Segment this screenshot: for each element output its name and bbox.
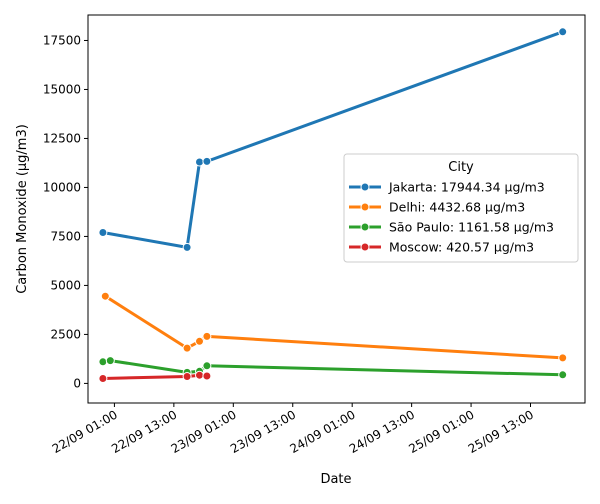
y-tick-label: 0 [73, 376, 81, 390]
y-tick-label: 12500 [43, 131, 81, 145]
legend-marker [360, 222, 370, 232]
data-point [182, 343, 192, 353]
legend-label: Jakarta: 17944.34 µg/m3 [388, 180, 545, 195]
data-point [182, 242, 192, 252]
legend-marker [360, 242, 370, 252]
data-point [195, 336, 204, 346]
legend-label: São Paulo: 1161.58 µg/m3 [389, 220, 554, 235]
plot-frame [87, 14, 586, 404]
data-point [195, 370, 204, 380]
legend-item: Jakarta: 17944.34 µg/m3 [349, 180, 545, 195]
data-point [98, 357, 108, 367]
legend-item: São Paulo: 1161.58 µg/m3 [349, 220, 554, 235]
data-point [202, 156, 212, 166]
data-point [202, 361, 212, 371]
legend-marker [360, 182, 370, 192]
y-tick-label: 5000 [50, 278, 81, 292]
y-tick-label: 10000 [43, 180, 81, 194]
data-point [558, 27, 568, 37]
data-point [195, 157, 204, 167]
legend-label: Moscow: 420.57 µg/m3 [389, 240, 534, 255]
y-tick-label: 2500 [50, 327, 81, 341]
legend-box [343, 153, 579, 263]
y-axis-label: Carbon Monoxide (µg/m3) [15, 124, 30, 294]
x-tick-label: 24/09 01:00 [287, 407, 357, 456]
legend-item: Moscow: 420.57 µg/m3 [349, 240, 534, 255]
series-line [101, 359, 565, 377]
data-point [558, 370, 568, 380]
series-1 [100, 291, 568, 363]
x-tick-label: 25/09 01:00 [406, 407, 476, 456]
x-tick-label: 24/09 13:00 [347, 407, 417, 456]
y-tick-label: 15000 [43, 82, 81, 96]
x-axis-label: Date [320, 472, 351, 487]
data-point [98, 374, 108, 383]
legend: City Jakarta: 17944.34 µg/m3 Delhi: 4432.6… [343, 153, 579, 263]
data-point [100, 291, 110, 301]
series-3 [98, 370, 212, 383]
y-tick-label: 7500 [50, 229, 81, 243]
data-point [202, 371, 212, 381]
x-tick-label: 22/09 13:00 [109, 407, 179, 456]
y-tick-label: 17500 [43, 33, 81, 47]
legend-marker [360, 202, 370, 212]
x-tick-label: 23/09 13:00 [228, 407, 298, 456]
series-line [103, 294, 565, 360]
x-tick-label: 23/09 01:00 [169, 407, 239, 456]
legend-item: Delhi: 4432.68 µg/m3 [349, 200, 525, 215]
data-point [202, 331, 212, 341]
x-tick-label: 25/09 13:00 [466, 407, 536, 456]
series-layer [98, 27, 568, 383]
data-point [182, 372, 192, 381]
series-0 [98, 27, 568, 252]
x-tick-label: 22/09 01:00 [50, 407, 120, 456]
legend-label: Delhi: 4432.68 µg/m3 [389, 200, 525, 215]
data-point [105, 356, 115, 366]
data-point [558, 353, 568, 363]
legend-title: City [448, 160, 474, 175]
data-point [98, 228, 108, 237]
